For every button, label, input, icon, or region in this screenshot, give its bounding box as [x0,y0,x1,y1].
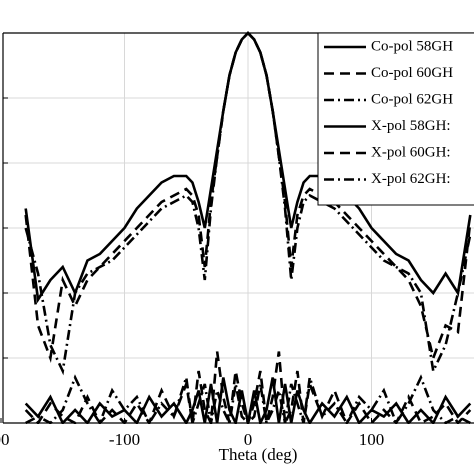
legend-label: Co-pol 62GH [371,91,453,107]
ticks: 00 -100 0 100 [0,32,385,449]
x-tick-label: 00 [0,430,10,449]
x-tick-label: -100 [109,430,140,449]
legend-label: X-pol 58GH: [371,118,451,134]
x-tick-label: 100 [359,430,385,449]
legend-label: Co-pol 60GH [371,65,453,81]
series-line [24,31,472,376]
legend-label: X-pol 60GH: [371,144,451,160]
legend-label: Co-pol 58GH [371,38,453,54]
x-axis-label: Theta (deg) [219,445,298,464]
legend-label: X-pol 62GH: [371,171,451,187]
legend: Co-pol 58GH Co-pol 60GH Co-pol 62GH X-pol 5… [324,38,453,187]
legend-box [317,32,474,206]
x-tick-label: 0 [244,430,253,449]
